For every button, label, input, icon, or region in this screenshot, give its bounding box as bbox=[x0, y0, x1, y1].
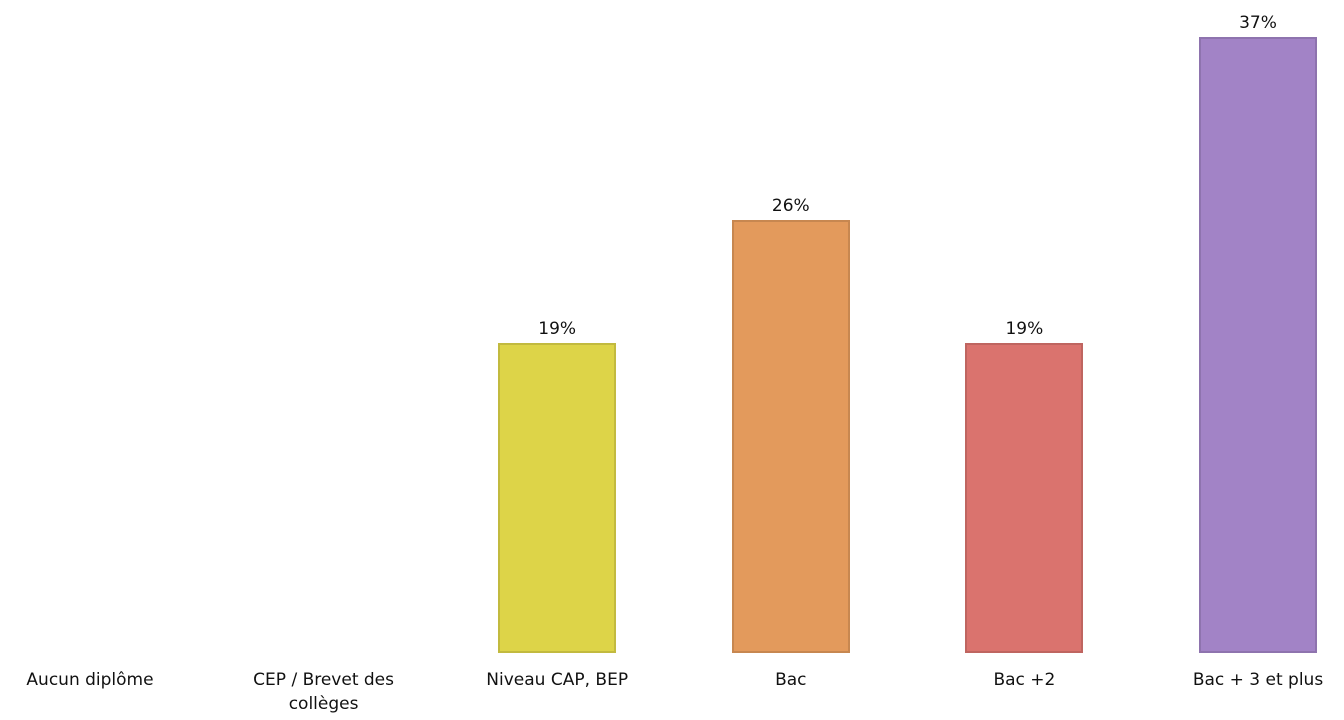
x-tick-label: Niveau CAP, BEP bbox=[486, 670, 629, 690]
bar bbox=[965, 343, 1084, 653]
bar bbox=[731, 220, 850, 653]
x-tick-label: Bac bbox=[775, 670, 807, 690]
x-tick-label: Aucun diplôme bbox=[26, 670, 154, 690]
value-label: 19% bbox=[1005, 319, 1044, 340]
bar bbox=[498, 343, 617, 653]
value-label: 37% bbox=[1239, 13, 1277, 33]
value-label: 26% bbox=[771, 196, 810, 217]
x-tick-label: Bac + 3 et plus bbox=[1192, 670, 1324, 690]
bar bbox=[1199, 37, 1317, 653]
value-label: 19% bbox=[538, 319, 577, 340]
x-tick-label: CEP / Brevet des collèges bbox=[253, 670, 395, 714]
x-tick-label: Bac +2 bbox=[993, 670, 1056, 690]
